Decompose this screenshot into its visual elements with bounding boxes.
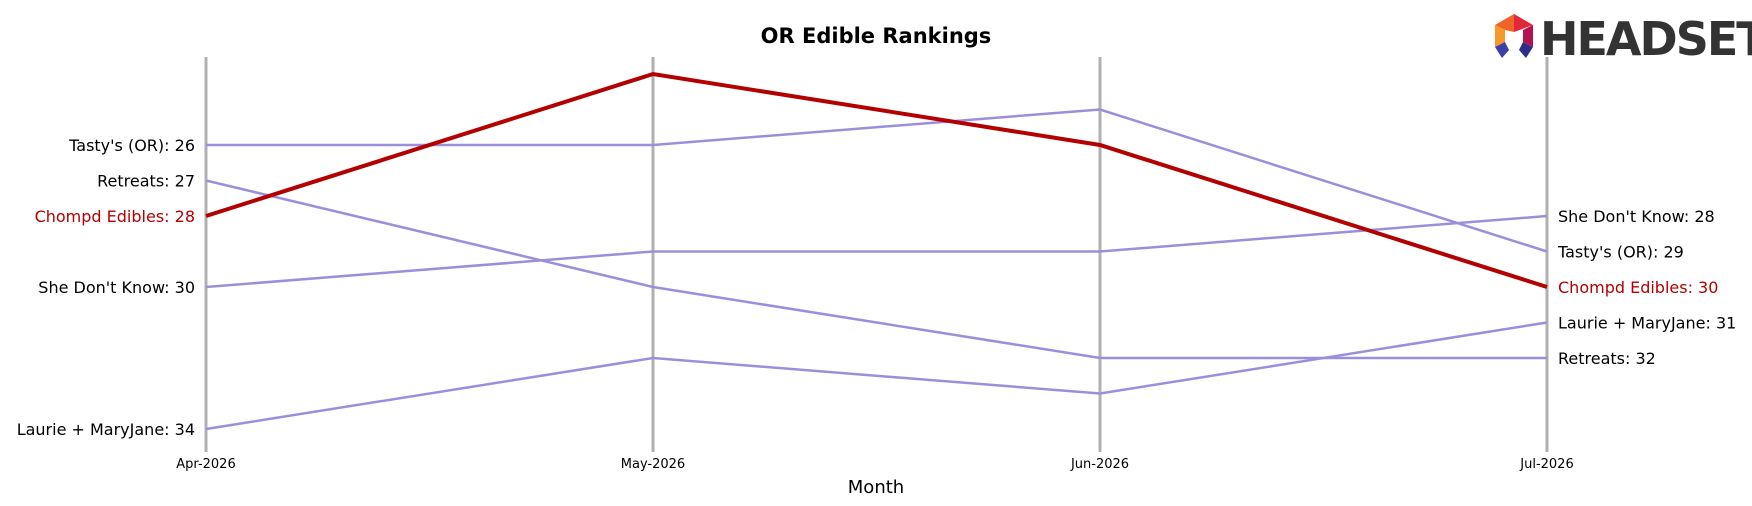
month-gridlines [204,57,1549,452]
end-label: Retreats: 32 [1558,349,1656,368]
start-label: Retreats: 27 [97,172,195,191]
end-label: Chompd Edibles: 30 [1558,278,1718,297]
x-tick-jun-2026: Jun-2026 [1070,457,1129,472]
x-tick-may-2026: May-2026 [621,457,685,472]
logo-wordmark: HEADSET [1540,12,1752,66]
series-line-retreats [205,179,1547,360]
chart-title: OR Edible Rankings [761,24,992,48]
start-labels: Tasty's (OR): 26 Retreats: 27 Chompd Edibl… [17,136,195,439]
series-line-laurie-maryjane [205,321,1548,431]
x-tick-jul-2026: Jul-2026 [1519,457,1573,472]
start-label: Tasty's (OR): 26 [68,136,195,155]
x-tick-labels: Apr-2026 May-2026 Jun-2026 Jul-2026 [176,457,1573,472]
headset-hexagon-icon [1495,14,1533,58]
series-line-she-don-t-know [205,214,1548,289]
x-axis-label: Month [848,477,904,498]
start-label: Chompd Edibles: 28 [35,207,195,226]
end-label: Laurie + MaryJane: 31 [1558,314,1736,333]
series-line-tasty-s-or [206,108,1548,253]
end-label: Tasty's (OR): 29 [1557,243,1684,262]
series-lines [205,71,1548,431]
end-labels: She Don't Know: 28 Tasty's (OR): 29 Chompd… [1557,207,1736,368]
start-label: Laurie + MaryJane: 34 [17,420,195,439]
headset-logo: HEADSET [1495,12,1752,66]
start-label: She Don't Know: 30 [38,278,195,297]
series-line-chompd-edibles [205,71,1548,289]
x-tick-apr-2026: Apr-2026 [176,457,235,472]
end-label: She Don't Know: 28 [1558,207,1715,226]
